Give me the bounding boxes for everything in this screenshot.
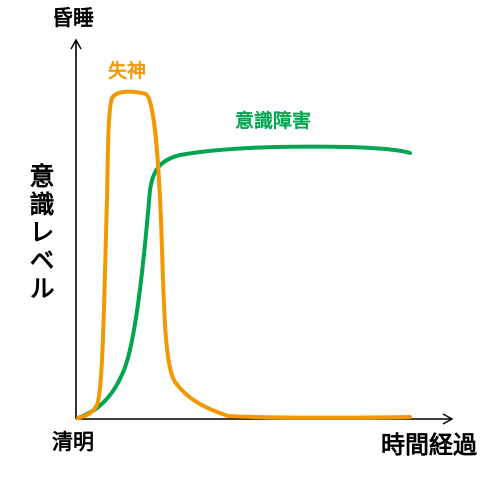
series-line-disturbance [76, 144, 412, 420]
series-label-syncope: 失神 [108, 60, 147, 82]
series-label-disturbance: 意識障害 [235, 110, 312, 132]
x-axis-title: 時間経過 [381, 431, 477, 459]
y-axis-title: 意識レベル [26, 163, 55, 303]
y-axis-top-label: 昏睡 [52, 6, 94, 30]
series-line-syncope [76, 89, 412, 420]
y-axis-bottom-label: 清明 [52, 430, 94, 454]
